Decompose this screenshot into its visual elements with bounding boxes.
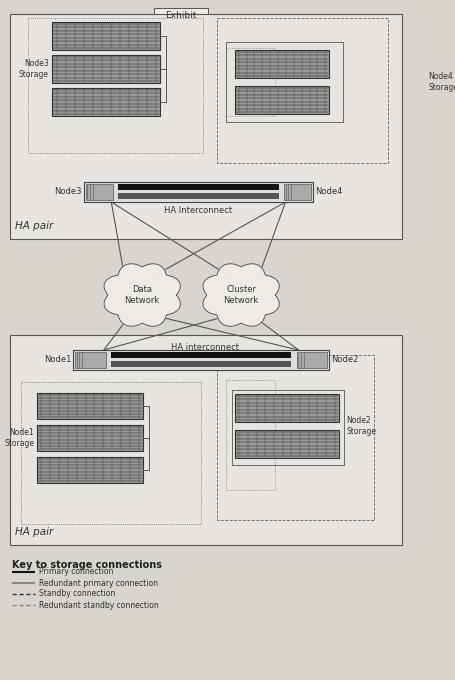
Text: Standby connection: Standby connection (39, 590, 115, 598)
Text: Node2: Node2 (330, 356, 358, 364)
Bar (225, 48, 275, 116)
Bar (283, 184, 311, 200)
Bar (118, 184, 278, 190)
Bar (75, 352, 105, 368)
Text: Cluster
Network: Cluster Network (223, 285, 258, 305)
Bar (37, 425, 143, 451)
Bar (73, 350, 329, 370)
Bar (154, 8, 207, 22)
Bar (21, 382, 200, 524)
Text: Node4: Node4 (314, 188, 341, 197)
Bar (10, 335, 401, 545)
Bar (225, 380, 275, 490)
Bar (296, 352, 327, 368)
Bar (234, 430, 339, 458)
Bar (52, 22, 160, 50)
Text: Node4
Storage: Node4 Storage (427, 72, 455, 92)
Bar (37, 393, 143, 419)
Bar (234, 394, 339, 422)
Bar (111, 352, 290, 358)
Bar (232, 390, 344, 465)
Text: Data
Network: Data Network (124, 285, 160, 305)
Text: HA Interconnect: HA Interconnect (164, 206, 232, 215)
Bar (234, 50, 329, 78)
Text: Node3
Storage: Node3 Storage (19, 59, 49, 79)
Bar (217, 18, 387, 163)
Text: Key to storage connections: Key to storage connections (12, 560, 162, 570)
Bar (217, 355, 374, 520)
Bar (84, 182, 312, 202)
Text: Node3: Node3 (54, 188, 82, 197)
Polygon shape (202, 264, 278, 326)
Bar (52, 55, 160, 83)
Bar (234, 86, 329, 114)
Text: Node2
Storage: Node2 Storage (345, 416, 375, 436)
Text: Redundant primary connection: Redundant primary connection (39, 579, 157, 588)
Bar (28, 18, 203, 153)
Bar (118, 193, 278, 199)
Bar (10, 14, 401, 239)
Bar (52, 88, 160, 116)
Text: HA interconnect: HA interconnect (171, 343, 238, 352)
Text: Redundant standby connection: Redundant standby connection (39, 600, 158, 609)
Bar (111, 361, 290, 367)
Bar (37, 457, 143, 483)
Bar (225, 42, 342, 122)
Text: Node1: Node1 (44, 356, 71, 364)
Text: HA pair: HA pair (15, 221, 54, 231)
Text: Exhibit: Exhibit (165, 10, 196, 20)
Bar (86, 184, 113, 200)
Text: Node1
Storage: Node1 Storage (5, 428, 34, 447)
Text: HA pair: HA pair (15, 527, 54, 537)
Text: Primary connection: Primary connection (39, 568, 113, 577)
Polygon shape (104, 264, 180, 326)
